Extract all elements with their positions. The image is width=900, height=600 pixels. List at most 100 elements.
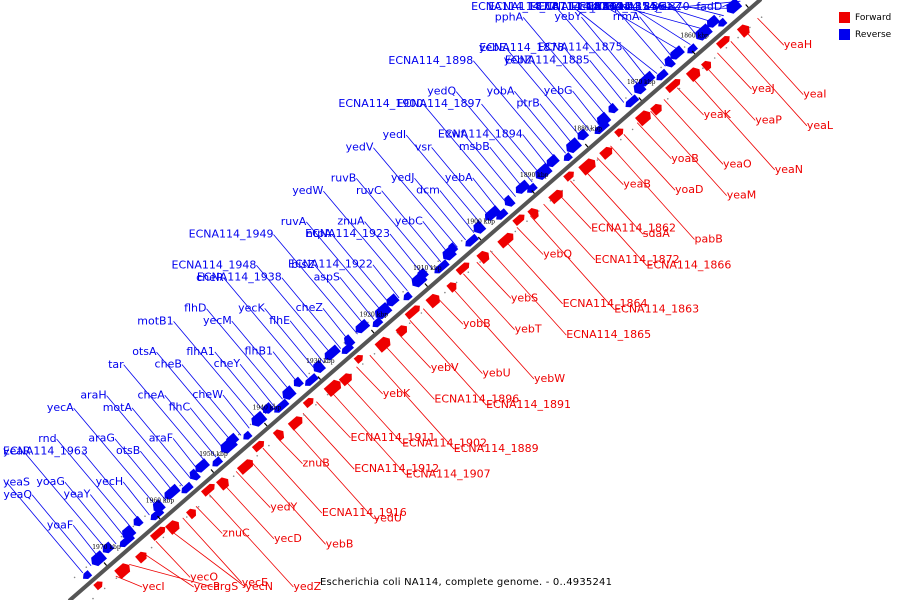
reverse-gene-label: ECNA114_1949 bbox=[189, 228, 274, 241]
position-dot bbox=[256, 455, 259, 457]
reverse-gene-label: yeaQ bbox=[3, 488, 32, 501]
leader-line bbox=[273, 234, 358, 335]
leader-line bbox=[455, 91, 533, 183]
reverse-gene-glyph bbox=[195, 458, 210, 473]
reverse-gene-label: flhE bbox=[269, 314, 290, 327]
reverse-gene-label: motA bbox=[103, 401, 133, 414]
leader-line bbox=[505, 47, 583, 139]
leader-line bbox=[690, 75, 775, 171]
reverse-gene-label: flhD bbox=[184, 302, 206, 315]
position-dot bbox=[315, 404, 317, 406]
position-dot bbox=[455, 281, 458, 284]
reverse-gene-glyph bbox=[324, 344, 341, 361]
forward-gene-label: yebT bbox=[515, 323, 542, 336]
reverse-gene-label: ruvA bbox=[281, 215, 307, 228]
forward-gene-label: yeaI bbox=[803, 88, 826, 101]
reverse-gene-glyph bbox=[305, 373, 319, 386]
reverse-gene-label: ECNA114_1923 bbox=[305, 227, 390, 240]
position-dot bbox=[144, 515, 146, 517]
tick-mark bbox=[531, 190, 535, 194]
leader-line bbox=[743, 29, 804, 95]
reverse-gene-label: ECNA114_1875 bbox=[538, 41, 623, 54]
forward-gene-label: yedZ bbox=[293, 580, 321, 593]
leader-line bbox=[489, 250, 567, 336]
reverse-gene-label: cheY bbox=[214, 357, 241, 370]
position-dot bbox=[444, 291, 446, 294]
leader-line bbox=[56, 438, 134, 530]
leader-line bbox=[613, 6, 666, 67]
reverse-gene-glyph bbox=[596, 111, 612, 127]
forward-gene-glyph bbox=[216, 477, 229, 491]
forward-gene-label: ECNA114_1911 bbox=[351, 431, 436, 444]
forward-gene-label: yeaN bbox=[775, 163, 803, 176]
leader-line bbox=[589, 60, 625, 103]
position-dot bbox=[702, 67, 704, 69]
tick-mark bbox=[745, 4, 749, 8]
reverse-gene-glyph bbox=[386, 293, 400, 307]
reverse-gene-label: ECNA114_1873 bbox=[529, 0, 614, 13]
reverse-gene-label: fadD bbox=[696, 0, 722, 13]
leader-line bbox=[235, 471, 271, 508]
forward-gene-label: ECNA114_1916 bbox=[322, 506, 407, 519]
leader-line bbox=[472, 177, 500, 212]
position-dot bbox=[308, 372, 311, 375]
reverse-gene-label: ECNA114_1870 bbox=[605, 0, 690, 13]
position-dot bbox=[667, 98, 669, 100]
reverse-gene-label: flhA1 bbox=[186, 345, 214, 358]
position-dot bbox=[85, 566, 88, 568]
tick-mark bbox=[210, 469, 215, 473]
leader-line bbox=[531, 60, 591, 132]
forward-gene-label: yecE bbox=[242, 576, 268, 589]
leader-line bbox=[355, 178, 433, 270]
reverse-gene-glyph bbox=[448, 242, 459, 253]
leader-line bbox=[514, 91, 566, 154]
forward-swatch bbox=[839, 12, 850, 23]
reverse-gene-glyph bbox=[434, 259, 450, 274]
reverse-gene-label: ECNA114_1869 bbox=[538, 0, 623, 13]
leader-line bbox=[364, 221, 417, 284]
forward-gene-glyph bbox=[287, 416, 303, 431]
position-dot bbox=[683, 46, 686, 48]
leader-line bbox=[414, 177, 467, 241]
leader-line bbox=[31, 494, 92, 566]
position-dot bbox=[249, 423, 252, 426]
forward-gene-label: yeaJ bbox=[752, 82, 775, 95]
legend-forward-label: Forward bbox=[855, 12, 892, 23]
tick-mark bbox=[103, 562, 108, 566]
leader-line bbox=[122, 481, 150, 516]
leader-line bbox=[169, 529, 246, 588]
leader-line bbox=[272, 351, 300, 386]
leader-line bbox=[214, 351, 267, 414]
position-dot bbox=[620, 138, 622, 141]
reverse-gene-label: ECNA114_1897 bbox=[397, 97, 482, 110]
leader-line bbox=[72, 525, 100, 559]
leader-line bbox=[664, 6, 716, 24]
reverse-gene-label: yeaY bbox=[64, 488, 91, 501]
position-dot bbox=[737, 36, 739, 39]
position-dot bbox=[460, 240, 463, 242]
reverse-gene-glyph bbox=[566, 137, 582, 154]
leader-line bbox=[543, 203, 596, 261]
leader-line bbox=[563, 47, 616, 110]
leader-line bbox=[206, 308, 283, 400]
reverse-gene-label: dcm bbox=[416, 184, 440, 197]
reverse-gene-label: yebC bbox=[395, 214, 423, 227]
tick-label: 1860 kbp bbox=[680, 32, 709, 39]
reverse-gene-label: yecH bbox=[96, 475, 124, 488]
leader-line bbox=[623, 134, 676, 191]
forward-gene-label: ECNA114_1863 bbox=[614, 302, 699, 315]
leader-line bbox=[636, 122, 672, 160]
forward-gene-glyph bbox=[497, 232, 514, 249]
forward-gene-glyph bbox=[251, 440, 265, 453]
leader-line bbox=[195, 506, 223, 534]
leader-line bbox=[81, 451, 142, 523]
reverse-gene-label: otsB bbox=[116, 444, 140, 457]
leader-line bbox=[717, 52, 752, 90]
tick-label: 1960 kbp bbox=[146, 497, 175, 504]
reverse-gene-label: ECNA114_1871 bbox=[488, 0, 573, 13]
forward-gene-label: yedU bbox=[374, 512, 402, 525]
leader-line bbox=[339, 277, 375, 320]
reverse-gene-glyph bbox=[181, 481, 194, 494]
forward-gene-label: ECNA114_1872 bbox=[595, 253, 680, 266]
